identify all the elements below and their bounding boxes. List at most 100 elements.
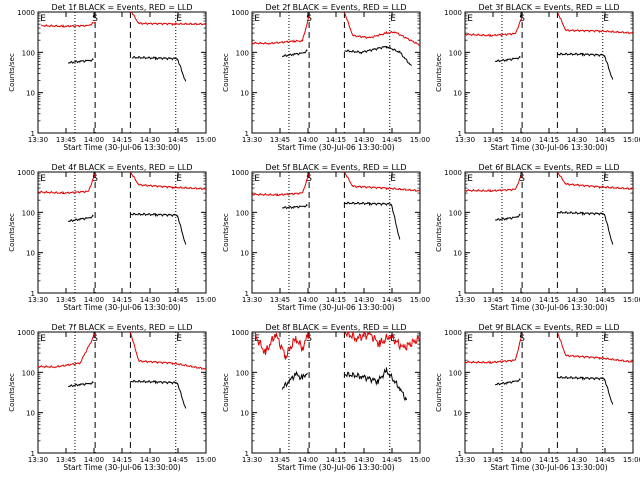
event-marker-label: S xyxy=(519,334,525,344)
x-tick-label: 14:30 xyxy=(567,456,587,464)
x-tick-label: 13:30 xyxy=(242,456,262,464)
y-tick-label: 1 xyxy=(458,290,462,298)
y-axis-label: Counts/sec xyxy=(8,53,16,92)
x-tick-label: 15:00 xyxy=(623,296,640,304)
x-tick-label: 14:30 xyxy=(354,456,374,464)
y-tick-label: 10 xyxy=(26,90,35,98)
chart-panel-3f: Det 3f BLACK = Events, RED = LLD 1 10 100 10… xyxy=(435,3,640,152)
y-tick-label: 1000 xyxy=(231,329,249,337)
y-tick-label: 1000 xyxy=(17,329,35,337)
y-tick-label: 1 xyxy=(458,450,462,458)
event-marker-label: S xyxy=(306,334,312,344)
series-events-post xyxy=(131,55,187,82)
x-tick-label: 13:30 xyxy=(455,456,475,464)
y-tick-label: 10 xyxy=(240,250,249,258)
y-tick-label: 1000 xyxy=(231,169,249,177)
y-tick-label: 100 xyxy=(236,369,249,377)
x-tick-label: 14:00 xyxy=(298,456,318,464)
series-lld-post xyxy=(343,12,421,47)
chart-title: Det 3f BLACK = Events, RED = LLD xyxy=(478,3,619,12)
x-tick-label: 15:00 xyxy=(623,456,640,464)
x-tick-label: 13:45 xyxy=(483,296,503,304)
event-marker-label: E xyxy=(603,334,609,344)
series-lld-post xyxy=(556,12,634,35)
y-tick-label: 100 xyxy=(22,49,35,57)
y-tick-label: 100 xyxy=(22,209,35,217)
plot-frame xyxy=(37,171,207,294)
y-tick-label: 1000 xyxy=(231,9,249,17)
series-lld-post xyxy=(556,332,634,363)
x-tick-label: 14:00 xyxy=(511,296,531,304)
x-tick-label: 14:45 xyxy=(168,456,188,464)
plot-frame xyxy=(251,331,421,454)
y-tick-label: 100 xyxy=(22,369,35,377)
series-lld-post xyxy=(130,11,207,27)
series-lld-pre xyxy=(251,15,310,45)
y-tick-label: 100 xyxy=(449,369,462,377)
series-events-pre xyxy=(67,380,94,388)
event-marker-label: E xyxy=(40,174,46,184)
y-tick-label: 10 xyxy=(453,250,462,258)
chart-title: Det 2f BLACK = Events, RED = LLD xyxy=(265,3,406,12)
series-events-pre xyxy=(281,370,308,390)
x-tick-label: 14:45 xyxy=(382,136,402,144)
series-lld-pre xyxy=(464,333,523,364)
x-tick-label: 13:30 xyxy=(242,296,262,304)
x-tick-label: 13:45 xyxy=(270,456,290,464)
plot-frame xyxy=(37,11,207,134)
x-tick-label: 13:30 xyxy=(455,136,475,144)
x-tick-label: 14:45 xyxy=(168,136,188,144)
chart-title: Det 5f BLACK = Events, RED = LLD xyxy=(265,163,406,172)
y-tick-label: 10 xyxy=(453,90,462,98)
y-tick-label: 10 xyxy=(453,410,462,418)
y-tick-label: 1 xyxy=(31,290,35,298)
x-tick-label: 14:30 xyxy=(140,456,160,464)
event-marker-label: E xyxy=(390,174,396,184)
y-tick-label: 1000 xyxy=(444,329,462,337)
series-events-post xyxy=(344,45,412,66)
chart-title: Det 6f BLACK = Events, RED = LLD xyxy=(478,163,619,172)
x-tick-label: 13:30 xyxy=(28,456,48,464)
event-marker-label: E xyxy=(176,14,182,24)
plot-frame xyxy=(251,171,421,294)
chart-panel-9f: Det 9f BLACK = Events, RED = LLD 1 10 100 10… xyxy=(435,323,640,472)
x-tick-label: 14:45 xyxy=(168,296,188,304)
series-events-pre xyxy=(281,203,308,210)
y-axis-label: Counts/sec xyxy=(222,53,230,92)
x-tick-label: 14:45 xyxy=(382,296,402,304)
x-axis-label: Start Time (30-Jul-06 13:30:00) xyxy=(490,303,607,312)
chart-title: Det 8f BLACK = Events, RED = LLD xyxy=(265,323,406,332)
y-tick-label: 100 xyxy=(449,209,462,217)
x-tick-label: 14:00 xyxy=(84,456,104,464)
y-tick-label: 1 xyxy=(245,290,249,298)
y-tick-label: 1 xyxy=(458,130,462,138)
x-axis-label: Start Time (30-Jul-06 13:30:00) xyxy=(277,463,394,472)
event-marker-label: S xyxy=(519,14,525,24)
series-events-post xyxy=(130,212,187,245)
series-events-post xyxy=(557,52,614,80)
x-tick-label: 13:45 xyxy=(483,136,503,144)
x-tick-label: 14:15 xyxy=(112,136,132,144)
series-lld-post xyxy=(130,172,207,191)
y-tick-label: 10 xyxy=(26,250,35,258)
x-tick-label: 13:45 xyxy=(56,456,76,464)
x-axis-label: Start Time (30-Jul-06 13:30:00) xyxy=(490,143,607,152)
x-tick-label: 14:15 xyxy=(112,456,132,464)
series-lld-post xyxy=(344,330,421,351)
y-tick-label: 10 xyxy=(26,410,35,418)
series-lld-pre xyxy=(252,173,310,197)
series-events-pre xyxy=(67,58,94,64)
chart-panel-8f: Det 8f BLACK = Events, RED = LLD 1 10 100 10… xyxy=(222,323,430,472)
series-events-post xyxy=(557,376,614,405)
x-tick-label: 13:45 xyxy=(270,296,290,304)
x-tick-label: 13:45 xyxy=(483,456,503,464)
event-marker-label: E xyxy=(603,174,609,184)
x-tick-label: 13:30 xyxy=(242,136,262,144)
event-marker-label: E xyxy=(40,334,46,344)
y-tick-label: 10 xyxy=(240,410,249,418)
event-marker-label: S xyxy=(306,14,312,24)
x-tick-label: 15:00 xyxy=(196,136,216,144)
y-tick-label: 100 xyxy=(236,49,249,57)
series-lld-post xyxy=(557,172,634,191)
